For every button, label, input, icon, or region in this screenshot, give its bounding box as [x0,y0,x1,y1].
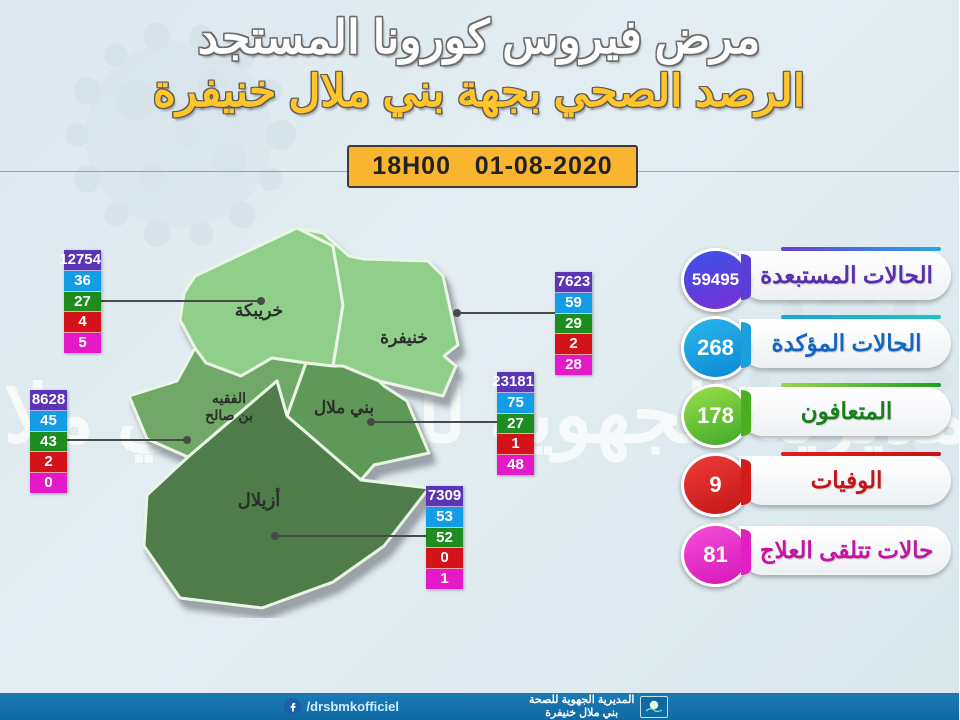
svg-text:خنيفرة: خنيفرة [381,328,429,348]
svg-text:بن صالح: بن صالح [206,407,254,424]
svg-text:أزيلال: أزيلال [239,488,282,511]
svg-text:الفقيه: الفقيه [213,390,247,406]
svg-text:بني ملال: بني ملال [315,398,375,418]
